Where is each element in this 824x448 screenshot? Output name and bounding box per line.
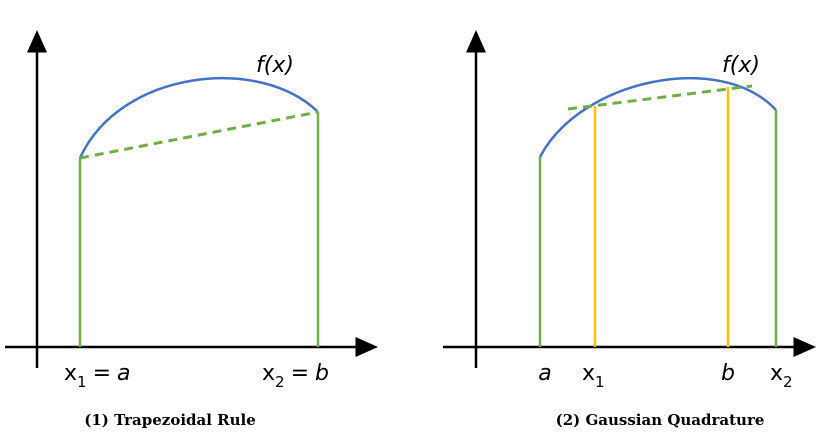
label-sub: 1 [77,373,87,391]
label-op: = [291,361,309,386]
axis-label: x1 = a [64,361,131,391]
label-base: x [262,361,275,386]
caption: (1) Trapezoidal Rule [84,411,256,429]
label-sub: 2 [275,373,285,391]
function-label: f(x) [256,53,294,78]
axis-label: x2 = b [262,361,329,391]
label-var: b [721,361,735,386]
chord [79,110,319,160]
caption: (2) Gaussian Quadrature [556,411,765,429]
label-var: a [538,361,551,386]
axis-label: x1 [582,361,605,391]
label-sub: 2 [783,373,793,391]
label-base: x [770,361,783,386]
panel-trapezoidal [5,30,378,368]
label-var: b [315,361,329,386]
label-op: = [93,361,111,386]
curve [538,77,777,158]
chord [567,84,753,111]
label-sub: 1 [595,373,605,391]
label-var: a [117,361,130,386]
label-base: x [582,361,595,386]
curve [78,76,319,159]
axis-label: b [721,361,735,386]
axis-label: a [538,361,551,386]
function-label: f(x) [722,53,760,78]
label-base: x [64,361,77,386]
panel-gaussian [443,30,816,368]
axis-label: x2 [770,361,793,391]
